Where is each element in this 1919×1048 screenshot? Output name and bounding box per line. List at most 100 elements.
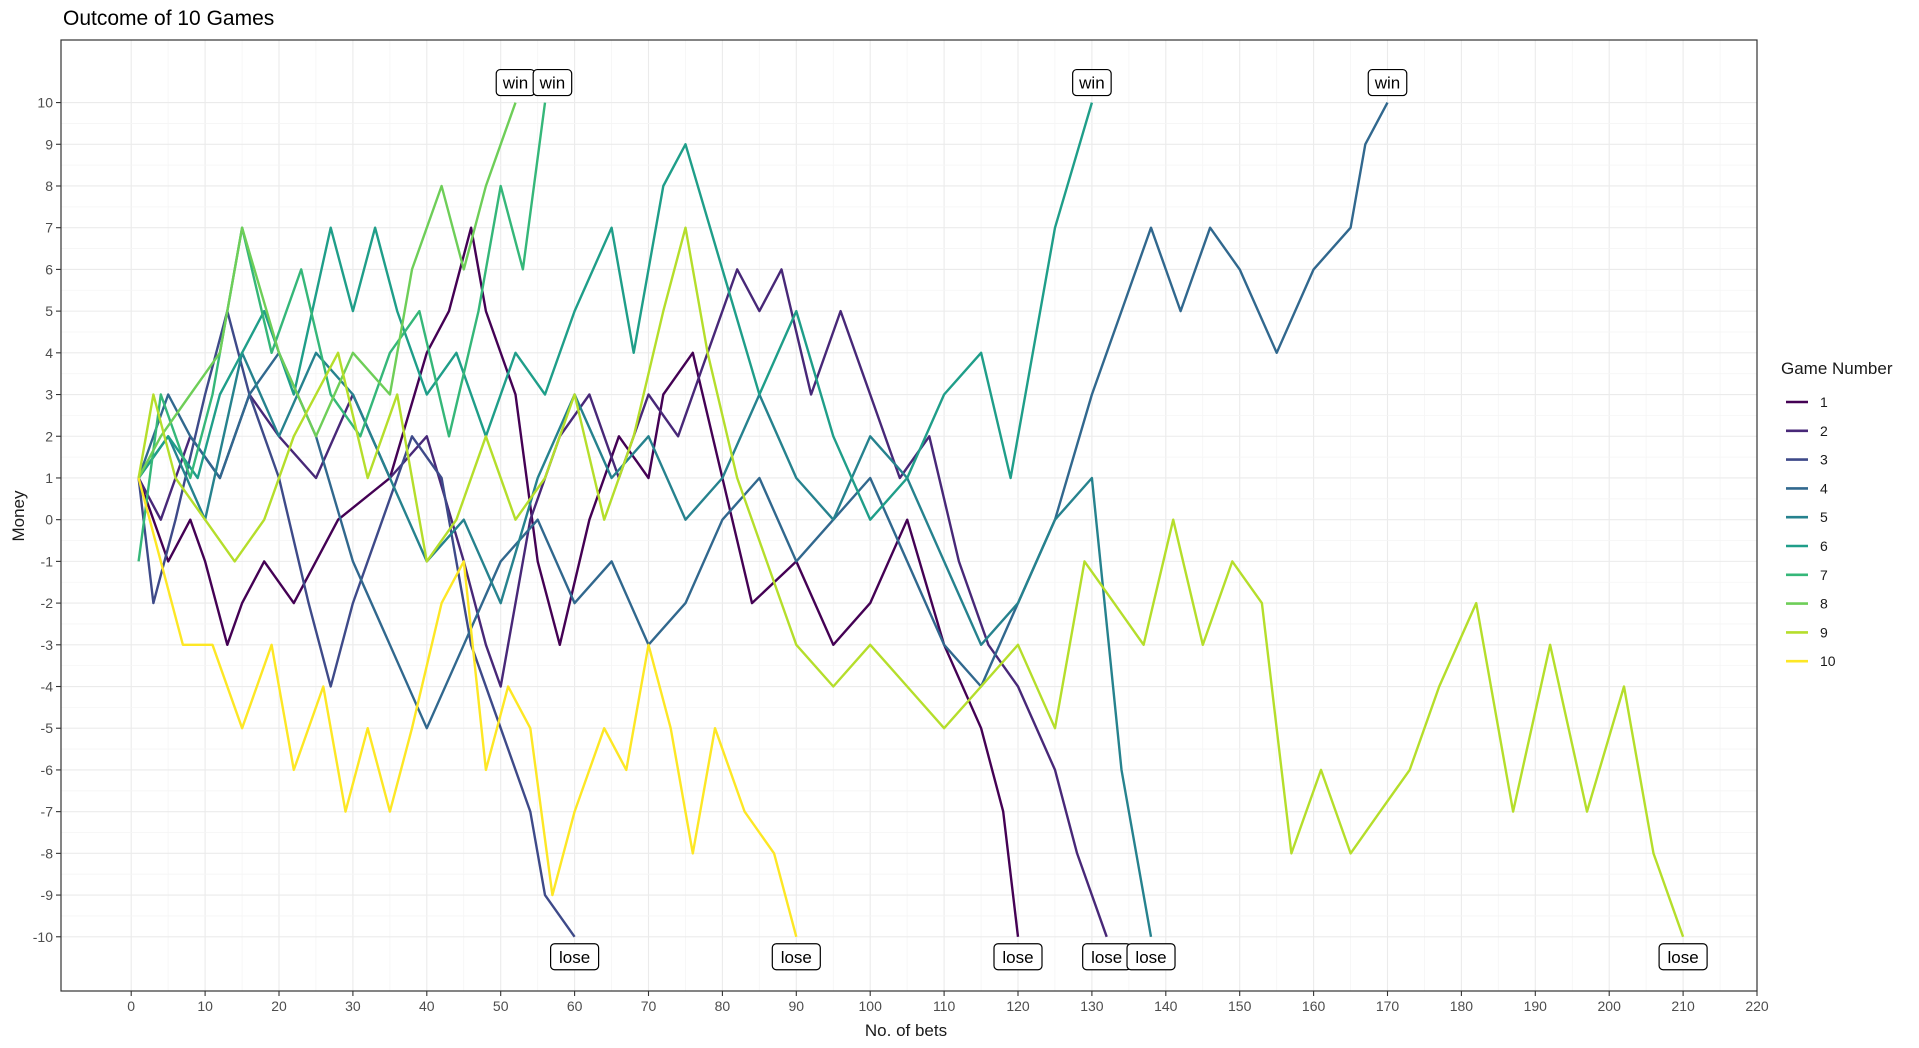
x-tick-label: 80 xyxy=(715,998,731,1014)
y-tick-label: -9 xyxy=(41,887,54,903)
annotation-box xyxy=(532,68,573,97)
series-line-game-10 xyxy=(137,477,798,938)
y-tick-label: 6 xyxy=(45,261,53,277)
legend-label: 5 xyxy=(1820,509,1828,525)
legend-label: 1 xyxy=(1820,394,1828,410)
y-tick-label: 5 xyxy=(45,303,53,319)
x-tick-label: 180 xyxy=(1450,998,1474,1014)
annotation-text: lose xyxy=(1091,948,1122,967)
x-tick-label: 130 xyxy=(1080,998,1104,1014)
legend-item-game-7: 7 xyxy=(1786,567,1828,583)
legend-label: 6 xyxy=(1820,538,1828,554)
annotation-label-lose: lose xyxy=(1126,943,1176,971)
x-tick-label: 150 xyxy=(1228,998,1252,1014)
x-tick-label: 40 xyxy=(419,998,435,1014)
annotation-text: win xyxy=(502,74,529,93)
annotation-label-lose: lose xyxy=(993,943,1043,971)
legend-item-game-9: 9 xyxy=(1786,624,1828,640)
legend-label: 3 xyxy=(1820,452,1828,468)
y-tick-label: 7 xyxy=(45,220,53,236)
legend-item-game-5: 5 xyxy=(1786,509,1828,525)
annotation-box xyxy=(1367,68,1408,97)
plot-panel xyxy=(61,40,1757,991)
y-tick-label: 4 xyxy=(45,345,53,361)
annotation-box xyxy=(1658,943,1708,971)
series-line-game-4 xyxy=(137,102,1389,730)
annotation-label-lose: lose xyxy=(771,943,821,971)
chart-title: Outcome of 10 Games xyxy=(63,7,274,30)
annotation-box xyxy=(1072,68,1112,97)
annotation-label-lose: lose xyxy=(550,943,600,971)
annotation-label-win: win xyxy=(532,68,573,97)
x-tick-label: 30 xyxy=(345,998,361,1014)
x-tick-label: 100 xyxy=(859,998,883,1014)
legend-label: 2 xyxy=(1820,423,1828,439)
legend-label: 7 xyxy=(1820,567,1828,583)
legend-label: 8 xyxy=(1820,596,1828,612)
x-tick-label: 140 xyxy=(1154,998,1178,1014)
y-tick-label: -1 xyxy=(41,553,54,569)
series-line-game-8 xyxy=(137,102,517,479)
series-line-game-6 xyxy=(137,102,1094,521)
series-line-game-5 xyxy=(137,351,1153,938)
y-tick-label: -7 xyxy=(41,804,54,820)
annotation-label-lose: lose xyxy=(1658,943,1708,971)
series-line-game-7 xyxy=(137,102,547,562)
annotation-label-win: win xyxy=(1367,68,1408,97)
annotation-text: lose xyxy=(1002,948,1033,967)
annotation-text: lose xyxy=(559,948,590,967)
annotation-text: win xyxy=(539,74,566,93)
x-tick-label: 70 xyxy=(641,998,657,1014)
annotation-text: lose xyxy=(1668,948,1699,967)
x-tick-label: 160 xyxy=(1302,998,1326,1014)
annotation-label-win: win xyxy=(495,68,536,97)
annotation-box xyxy=(1126,943,1176,971)
x-tick-label: 0 xyxy=(127,998,135,1014)
x-tick-label: 110 xyxy=(933,998,956,1014)
x-tick-label: 60 xyxy=(567,998,583,1014)
x-tick-label: 200 xyxy=(1598,998,1622,1014)
legend-item-game-1: 1 xyxy=(1786,394,1828,410)
y-tick-label: -8 xyxy=(41,845,54,861)
x-tick-label: 90 xyxy=(789,998,805,1014)
legend-item-game-4: 4 xyxy=(1786,480,1828,496)
x-tick-label: 170 xyxy=(1376,998,1400,1014)
annotation-label-lose: lose xyxy=(1082,943,1132,971)
panel-border xyxy=(60,39,1758,992)
legend-item-game-10: 10 xyxy=(1786,653,1836,669)
x-tick-label: 10 xyxy=(197,998,213,1014)
annotation-text: lose xyxy=(1135,948,1166,967)
legend: Game Number 1 2 3 4 5 6 7 8 9 10 xyxy=(1781,359,1893,669)
x-axis: 0 10 20 30 40 50 60 70 80 90 100 110 120 130 140 150 160… xyxy=(127,991,1769,1014)
legend-item-game-6: 6 xyxy=(1786,538,1828,554)
legend-label: 10 xyxy=(1820,653,1836,669)
y-axis-title: Money xyxy=(9,490,28,542)
x-tick-label: 20 xyxy=(271,998,287,1014)
y-tick-label: -4 xyxy=(41,679,54,695)
y-tick-label: 1 xyxy=(45,470,53,486)
annotation-box xyxy=(993,943,1043,971)
x-tick-label: 220 xyxy=(1745,998,1769,1014)
legend-item-game-3: 3 xyxy=(1786,452,1828,468)
annotation-text: lose xyxy=(781,948,812,967)
y-tick-label: -10 xyxy=(33,929,53,945)
annotation-box xyxy=(550,943,600,971)
x-tick-label: 190 xyxy=(1524,998,1548,1014)
series-layer xyxy=(137,102,1685,938)
legend-item-game-8: 8 xyxy=(1786,596,1828,612)
y-tick-label: 2 xyxy=(45,428,53,444)
y-tick-label: 9 xyxy=(45,136,53,152)
legend-item-game-2: 2 xyxy=(1786,423,1828,439)
y-tick-label: -3 xyxy=(41,637,54,653)
y-tick-label: 0 xyxy=(45,512,53,528)
x-axis-title: No. of bets xyxy=(865,1021,947,1040)
x-tick-label: 210 xyxy=(1671,998,1695,1014)
y-tick-label: -6 xyxy=(41,762,54,778)
series-line-game-1 xyxy=(137,226,1020,937)
y-tick-label: 8 xyxy=(45,178,53,194)
annotation-label-win: win xyxy=(1072,68,1112,97)
